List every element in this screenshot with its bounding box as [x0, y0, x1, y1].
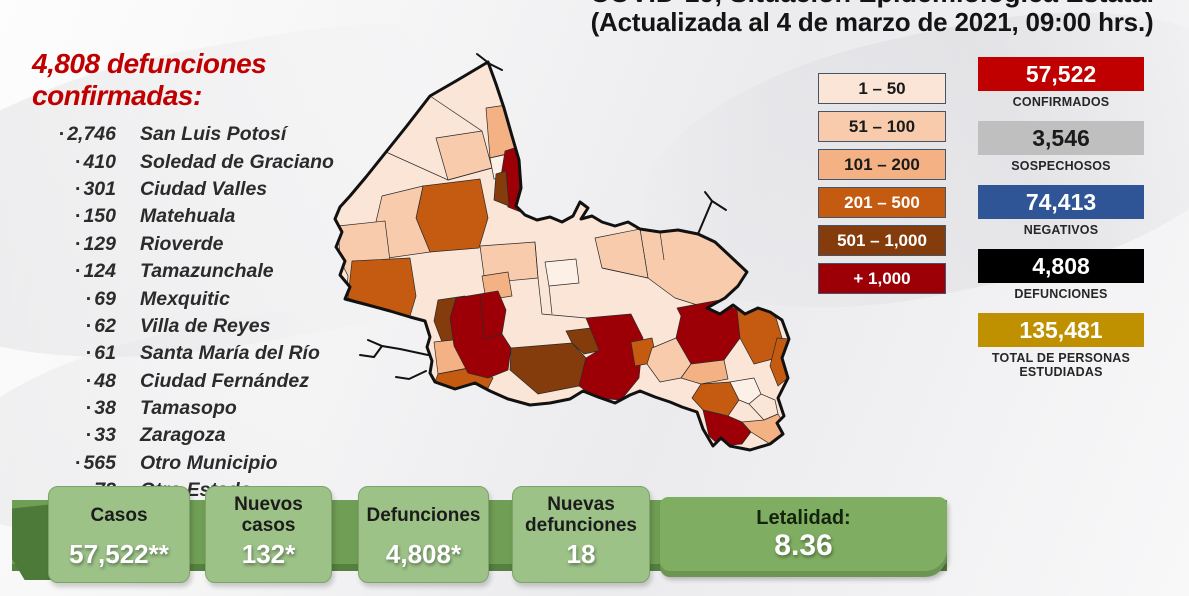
stats-panel: 57,522 CONFIRMADOS 3,546 SOSPECHOSOS 74,… — [978, 57, 1144, 391]
list-item: · 124 Tamazunchale — [74, 260, 274, 283]
page-title-line2: (Actualizada al 4 de marzo de 2021, 09:0… — [590, 7, 1154, 37]
stat-label: CONFIRMADOS — [1012, 95, 1110, 109]
list-item: · 61 Santa María del Río — [85, 342, 320, 365]
stat-estudiadas: 135,481 TOTAL DE PERSONAS ESTUDIADAS — [978, 313, 1144, 379]
death-count: 124 — [83, 260, 116, 283]
stat-label: NEGATIVOS — [1023, 223, 1099, 237]
stat-defunciones: 4,808 DEFUNCIONES — [978, 249, 1144, 301]
legend-item: 201 – 500 — [818, 187, 946, 218]
stat-value: 135,481 — [978, 313, 1144, 347]
municipality-name: Otro Municipio — [140, 451, 278, 474]
summary-box-nuevas-defunciones: Nuevas defunciones 18 — [512, 486, 650, 583]
death-count: 62 — [94, 314, 116, 337]
summary-box-nuevos-casos: Nuevos casos 132* — [205, 486, 332, 583]
summary-band-cap — [12, 504, 54, 580]
stat-value: 74,413 — [978, 185, 1144, 219]
deaths-header: 4,808 defunciones confirmadas: — [32, 48, 267, 111]
letalidad-box: Letalidad: 8.36 — [660, 497, 947, 577]
municipality-name: Ciudad Fernández — [140, 369, 310, 392]
legend-item: + 1,000 — [818, 263, 946, 294]
death-count: 301 — [83, 177, 116, 200]
list-item: · 410 Soledad de Graciano — [74, 150, 334, 173]
legend-item: 1 – 50 — [818, 73, 946, 104]
list-item: · 69 Mexquitic — [85, 287, 230, 310]
death-count: 129 — [83, 232, 116, 255]
municipality-name: Soledad de Graciano — [140, 150, 334, 173]
stat-label: TOTAL DE PERSONAS ESTUDIADAS — [991, 351, 1131, 379]
stat-value: 57,522 — [978, 57, 1144, 91]
summary-box-value: 132* — [241, 539, 296, 569]
summary-box-value: 18 — [566, 539, 596, 569]
death-count: 33 — [94, 424, 116, 447]
stat-value: 3,546 — [978, 121, 1144, 155]
list-item: · 2,746 San Luis Potosí — [58, 123, 287, 146]
list-item: · 129 Rioverde — [74, 232, 224, 255]
legend-item: 501 – 1,000 — [818, 225, 946, 256]
municipality-name: Villa de Reyes — [140, 314, 271, 337]
stat-value: 4,808 — [978, 249, 1144, 283]
list-item: · 62 Villa de Reyes — [85, 314, 271, 337]
stat-sospechosos: 3,546 SOSPECHOSOS — [978, 121, 1144, 173]
deaths-panel: 4,808 defunciones confirmadas: · 2,746 San… — [30, 48, 435, 504]
page-title-line1: COVID-19, Situación Epidemiológica Estat… — [558, 0, 1186, 9]
list-item: · 150 Matehuala — [74, 205, 236, 228]
municipality-name: Mexquitic — [140, 287, 230, 310]
summary-box-defunciones: Defunciones 4,808* — [358, 486, 489, 583]
map-legend: 1 – 50 51 – 100 101 – 200 201 – 500 501 … — [818, 73, 946, 294]
municipality-name: Zaragoza — [140, 424, 226, 447]
summary-box-casos: Casos 57,522** — [48, 486, 190, 583]
stat-confirmados: 57,522 CONFIRMADOS — [978, 57, 1144, 109]
municipality-name: Tamasopo — [140, 397, 237, 420]
municipality-name: Matehuala — [140, 205, 236, 228]
list-item: · 301 Ciudad Valles — [74, 177, 268, 200]
list-item: · 33 Zaragoza — [85, 424, 226, 447]
municipality-name: San Luis Potosí — [140, 123, 287, 146]
summary-box-label: Nuevos casos — [234, 494, 303, 536]
death-count: 410 — [83, 150, 116, 173]
stat-label: DEFUNCIONES — [1014, 287, 1108, 301]
death-count: 48 — [94, 369, 116, 392]
letalidad-value: 8.36 — [774, 529, 833, 562]
summary-box-value: 57,522** — [69, 539, 169, 569]
choropleth-map — [330, 46, 805, 466]
death-count: 565 — [83, 451, 116, 474]
municipality-name: Rioverde — [140, 232, 224, 255]
list-item: · 565 Otro Municipio — [74, 451, 278, 474]
municipality-name: Ciudad Valles — [140, 177, 268, 200]
death-count: 150 — [83, 205, 116, 228]
summary-box-value: 4,808* — [385, 539, 462, 569]
death-count: 61 — [94, 342, 116, 365]
death-count: 38 — [94, 397, 116, 420]
municipality-name: Tamazunchale — [140, 260, 274, 283]
death-count: 2,746 — [67, 123, 116, 146]
summary-box-label: Nuevas defunciones — [525, 494, 637, 536]
death-count: 69 — [94, 287, 116, 310]
list-item: · 48 Ciudad Fernández — [85, 369, 310, 392]
stat-label: SOSPECHOSOS — [1011, 159, 1111, 173]
stat-negativos: 74,413 NEGATIVOS — [978, 185, 1144, 237]
legend-item: 101 – 200 — [818, 149, 946, 180]
legend-item: 51 – 100 — [818, 111, 946, 142]
summary-box-label: Casos — [90, 504, 148, 526]
summary-box-label: Defunciones — [366, 504, 481, 526]
letalidad-label: Letalidad: — [756, 507, 851, 529]
municipality-name: Santa María del Río — [140, 342, 320, 365]
list-item: · 38 Tamasopo — [85, 397, 237, 420]
